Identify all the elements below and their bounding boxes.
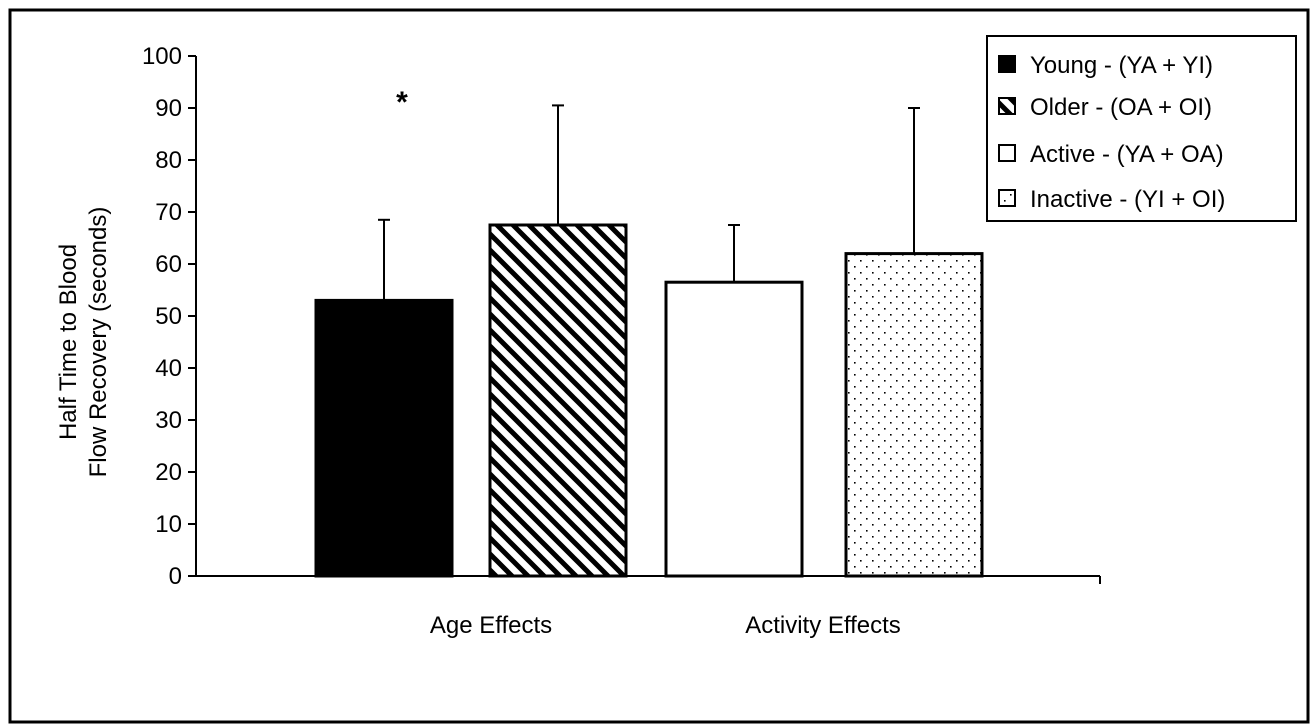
y-tick-label-40: 40 [155,355,182,382]
y-tick-label-60: 60 [155,251,182,278]
y-tick-label-70: 70 [155,199,182,226]
y-axis-label-line-2: Flow Recovery (seconds) [85,207,112,478]
category-label-age-effects: Age Effects [430,612,552,639]
y-tick-label-10: 10 [155,511,182,538]
bar-older [488,223,628,578]
legend-label-older: Older - (OA + OI) [1030,94,1212,121]
bar-young [314,298,454,578]
y-tick-label-100: 100 [142,43,182,70]
y-axis-label: Half Time to Blood Flow Recovery (second… [55,207,112,478]
bar-active [664,280,804,578]
legend-swatch-young [998,55,1016,73]
y-tick-label-80: 80 [155,147,182,174]
legend-label-inactive: Inactive - (YI + OI) [1030,186,1225,213]
y-tick-label-20: 20 [155,459,182,486]
y-tick-label-30: 30 [155,407,182,434]
y-tick-label-50: 50 [155,303,182,330]
bar-inactive [844,252,984,578]
legend-swatch-active [998,144,1016,162]
legend-swatch-inactive [998,189,1016,207]
y-axis-label-line-1: Half Time to Blood [55,244,82,440]
legend: Young - (YA + YI) Older - (OA + OI) Acti… [986,35,1297,222]
legend-box [986,35,1297,222]
y-tick-label-90: 90 [155,95,182,122]
legend-swatch-older [998,97,1016,115]
significance-asterisk: * [396,86,408,119]
legend-label-young: Young - (YA + YI) [1030,52,1213,79]
legend-label-active: Active - (YA + OA) [1030,141,1224,168]
bar-group [314,223,984,578]
y-tick-group: 0 10 20 30 40 50 60 70 80 90 100 [142,43,196,590]
y-tick-label-0: 0 [169,563,182,590]
error-bar-group [378,104,920,301]
chart-frame [8,8,1310,724]
category-label-activity-effects: Activity Effects [745,612,901,639]
